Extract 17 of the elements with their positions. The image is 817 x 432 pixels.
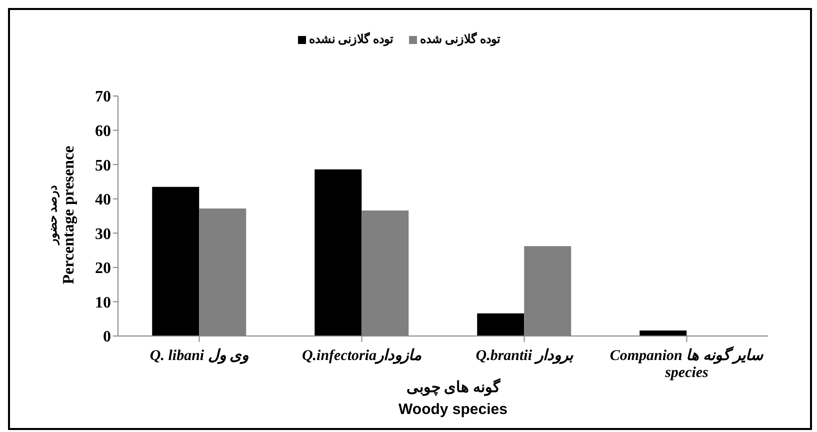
y-tick-label: 60 bbox=[95, 122, 111, 140]
y-tick-label: 40 bbox=[95, 192, 111, 209]
y-tick-label: 30 bbox=[95, 226, 111, 243]
bar bbox=[152, 186, 200, 336]
bar bbox=[477, 313, 524, 336]
legend-label: توده گلازنی نشده bbox=[309, 32, 393, 47]
y-tick-label: 10 bbox=[95, 294, 111, 312]
legend-label: توده گلازنی شده bbox=[420, 32, 500, 47]
bar bbox=[314, 169, 362, 336]
y-tick-label: 20 bbox=[95, 260, 111, 278]
x-tick-label: Q.brantii برودار bbox=[476, 348, 574, 364]
bar bbox=[640, 330, 687, 336]
y-tick-label: 0 bbox=[103, 328, 111, 346]
x-tick-label: Q.infectoriaمازودار bbox=[302, 348, 422, 364]
x-tick-label: Q. libani وی ول bbox=[150, 348, 250, 364]
y-tick-label: 70 bbox=[95, 88, 111, 106]
y-tick-label: 50 bbox=[95, 157, 111, 174]
